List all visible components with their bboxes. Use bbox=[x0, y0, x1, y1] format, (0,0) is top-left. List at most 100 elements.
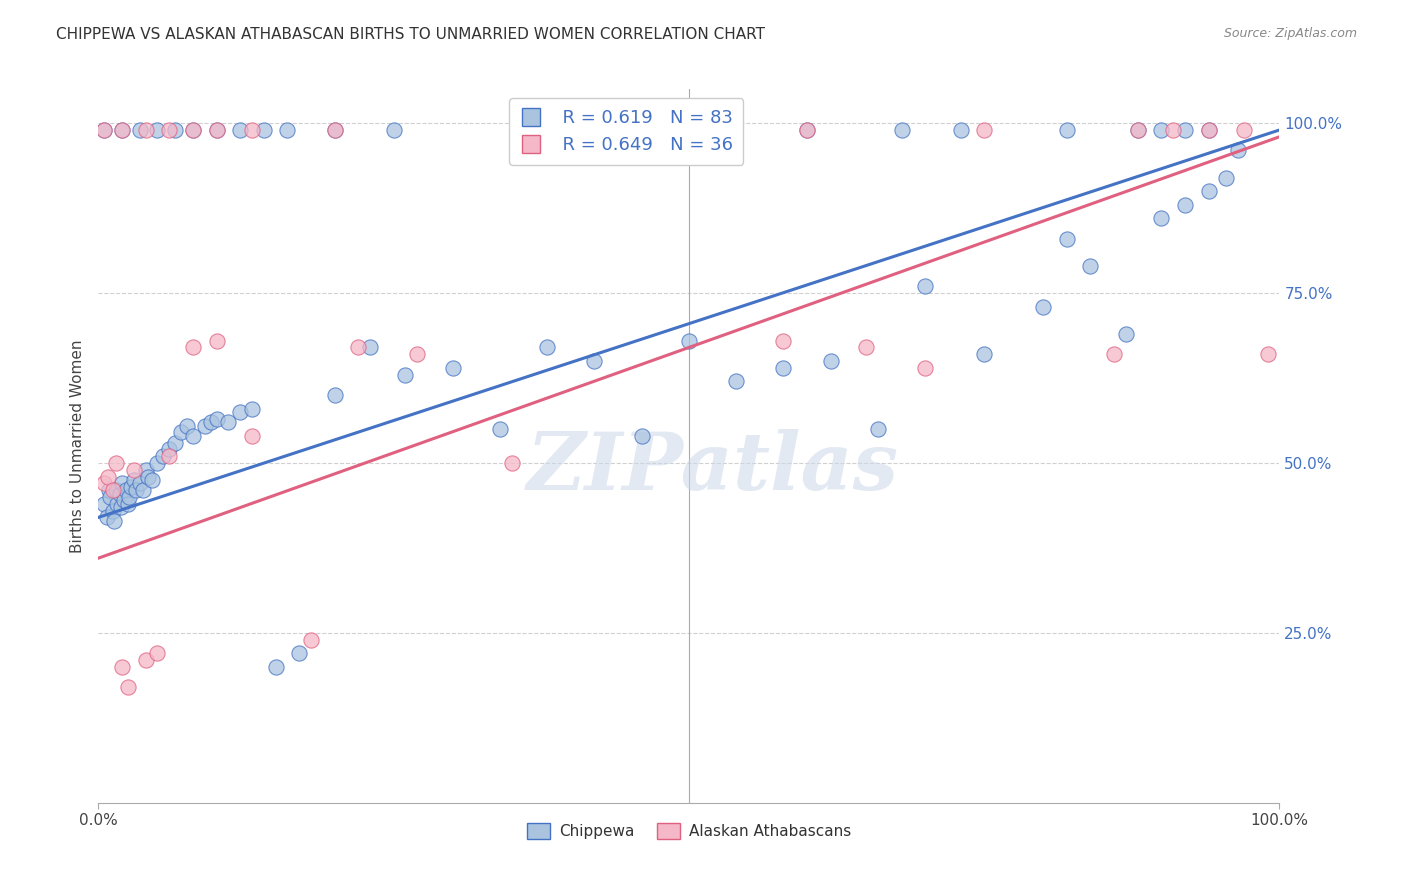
Point bbox=[820, 354, 842, 368]
Point bbox=[1215, 170, 1237, 185]
Point bbox=[112, 493, 135, 508]
Point bbox=[128, 476, 150, 491]
Point bbox=[382, 123, 405, 137]
Text: Source: ZipAtlas.com: Source: ZipAtlas.com bbox=[1223, 27, 1357, 40]
Text: ZIPatlas: ZIPatlas bbox=[526, 429, 898, 506]
Point bbox=[135, 463, 157, 477]
Point bbox=[1161, 123, 1184, 137]
Point bbox=[536, 123, 558, 137]
Point bbox=[866, 422, 889, 436]
Point bbox=[157, 442, 180, 457]
Point bbox=[406, 347, 429, 361]
Point bbox=[253, 123, 276, 137]
Text: CHIPPEWA VS ALASKAN ATHABASCAN BIRTHS TO UNMARRIED WOMEN CORRELATION CHART: CHIPPEWA VS ALASKAN ATHABASCAN BIRTHS TO… bbox=[56, 27, 765, 42]
Point bbox=[152, 449, 174, 463]
Point bbox=[630, 429, 652, 443]
Point bbox=[441, 360, 464, 375]
Point bbox=[135, 653, 157, 667]
Point bbox=[121, 480, 143, 494]
Point bbox=[165, 435, 187, 450]
Point bbox=[181, 429, 204, 443]
Point bbox=[157, 449, 180, 463]
Point bbox=[135, 123, 157, 137]
Point bbox=[323, 388, 346, 402]
Point bbox=[146, 123, 169, 137]
Point bbox=[117, 497, 139, 511]
Point bbox=[536, 341, 558, 355]
Point bbox=[194, 418, 217, 433]
Point bbox=[240, 429, 263, 443]
Point bbox=[1198, 184, 1220, 198]
Point bbox=[205, 412, 228, 426]
Point bbox=[111, 123, 134, 137]
Point bbox=[111, 123, 134, 137]
Point bbox=[118, 490, 141, 504]
Point bbox=[93, 123, 115, 137]
Point bbox=[132, 483, 155, 498]
Point bbox=[122, 463, 145, 477]
Point bbox=[111, 476, 134, 491]
Point bbox=[105, 456, 128, 470]
Point bbox=[105, 497, 128, 511]
Point bbox=[1102, 347, 1125, 361]
Point bbox=[141, 473, 163, 487]
Point bbox=[122, 473, 145, 487]
Point bbox=[973, 347, 995, 361]
Point bbox=[181, 123, 204, 137]
Point bbox=[176, 418, 198, 433]
Point bbox=[1257, 347, 1279, 361]
Point bbox=[772, 334, 794, 348]
Point bbox=[359, 341, 381, 355]
Point bbox=[97, 469, 120, 483]
Point bbox=[157, 123, 180, 137]
Point bbox=[973, 123, 995, 137]
Point bbox=[323, 123, 346, 137]
Point bbox=[205, 334, 228, 348]
Point bbox=[136, 469, 159, 483]
Point bbox=[170, 425, 193, 440]
Point bbox=[146, 456, 169, 470]
Point bbox=[93, 123, 115, 137]
Point bbox=[489, 422, 512, 436]
Point bbox=[105, 483, 128, 498]
Point bbox=[205, 123, 228, 137]
Point bbox=[949, 123, 972, 137]
Point bbox=[1056, 123, 1078, 137]
Point bbox=[128, 123, 150, 137]
Point bbox=[1126, 123, 1149, 137]
Point bbox=[347, 341, 370, 355]
Y-axis label: Births to Unmarried Women: Births to Unmarried Women bbox=[69, 339, 84, 553]
Point bbox=[240, 123, 263, 137]
Point bbox=[146, 646, 169, 660]
Point bbox=[98, 490, 121, 504]
Point bbox=[264, 660, 287, 674]
Point bbox=[240, 401, 263, 416]
Point bbox=[1126, 123, 1149, 137]
Point bbox=[1115, 326, 1137, 341]
Point bbox=[217, 415, 239, 429]
Point bbox=[914, 279, 936, 293]
Point bbox=[110, 500, 132, 515]
Point bbox=[96, 510, 118, 524]
Point bbox=[205, 123, 228, 137]
Point bbox=[323, 123, 346, 137]
Legend: Chippewa, Alaskan Athabascans: Chippewa, Alaskan Athabascans bbox=[520, 817, 858, 845]
Point bbox=[772, 360, 794, 375]
Point bbox=[914, 360, 936, 375]
Point bbox=[796, 123, 818, 137]
Point bbox=[583, 354, 606, 368]
Point bbox=[1233, 123, 1256, 137]
Point bbox=[103, 514, 125, 528]
Point bbox=[98, 483, 121, 498]
Point bbox=[1227, 144, 1250, 158]
Point bbox=[111, 660, 134, 674]
Point bbox=[725, 375, 748, 389]
Point bbox=[890, 123, 912, 137]
Point bbox=[101, 503, 124, 517]
Point bbox=[117, 680, 139, 694]
Point bbox=[108, 486, 131, 500]
Point bbox=[1056, 232, 1078, 246]
Point bbox=[181, 341, 204, 355]
Point bbox=[101, 483, 124, 498]
Point bbox=[1198, 123, 1220, 137]
